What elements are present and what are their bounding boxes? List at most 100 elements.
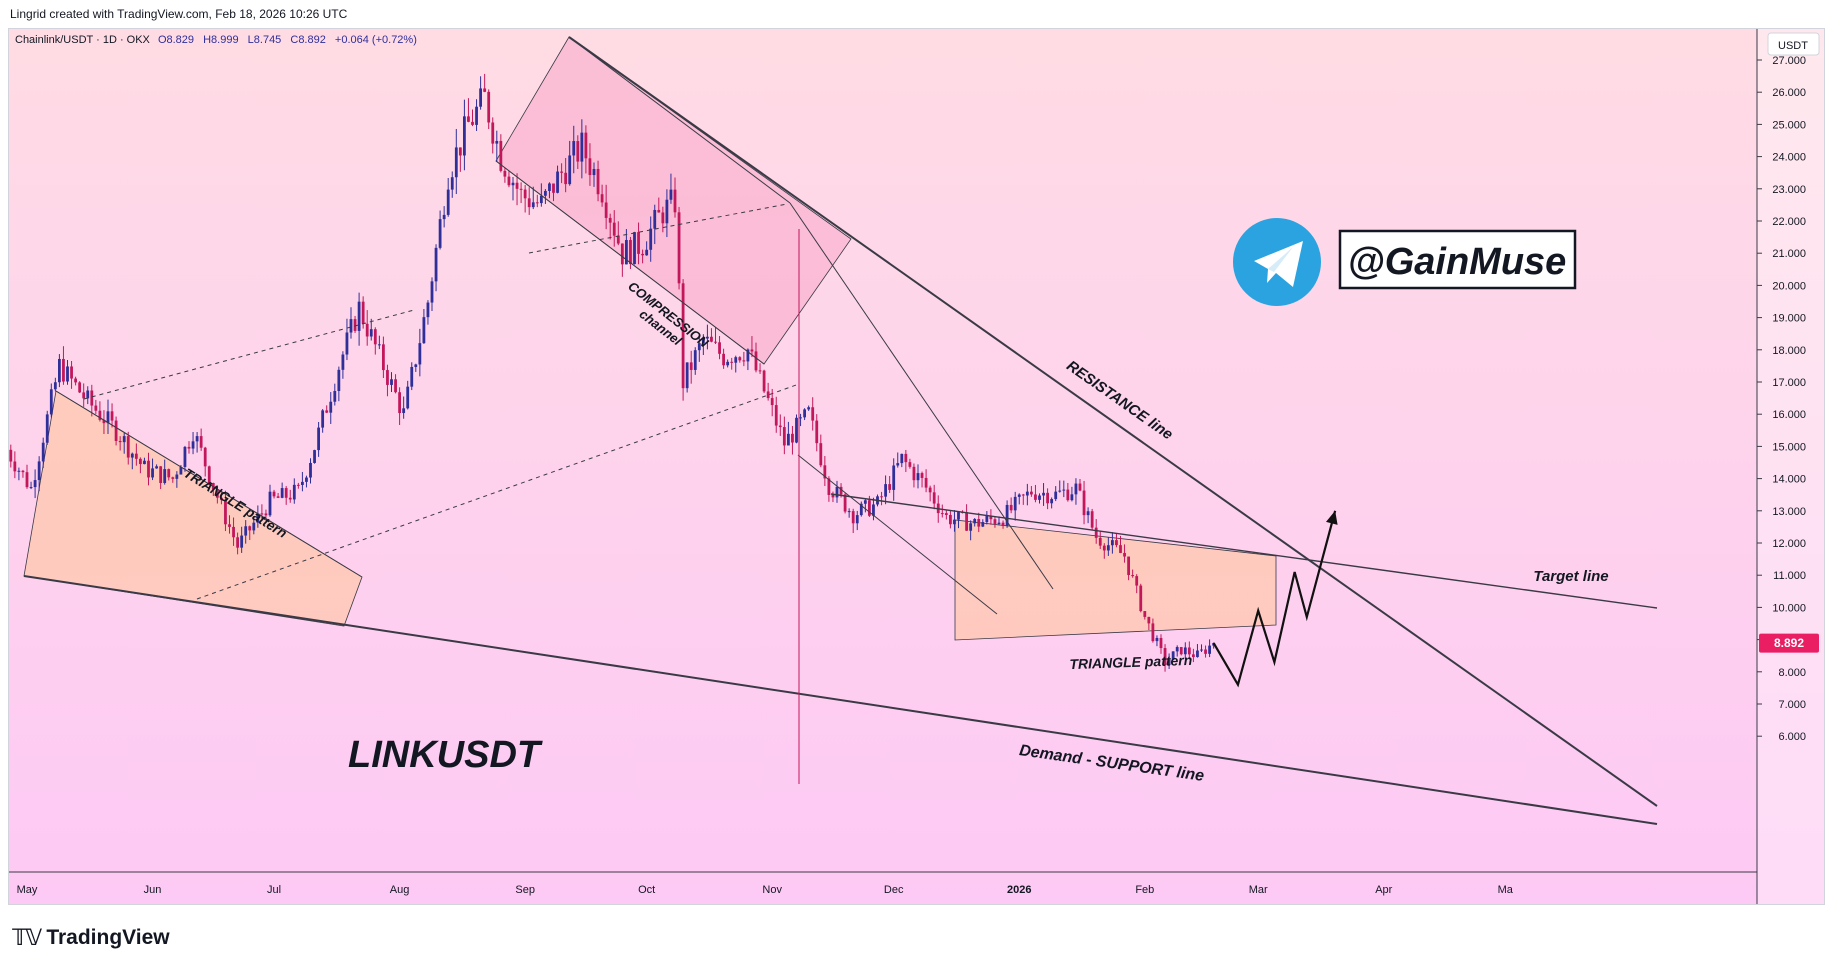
candle-body: [90, 390, 94, 406]
candle-body: [612, 222, 616, 236]
candle-body: [1001, 522, 1005, 527]
projection-path[interactable]: [1212, 510, 1337, 688]
candle-body: [9, 449, 13, 462]
candle-body: [430, 281, 434, 303]
tradingview-logo[interactable]: 𝕋𝕍 TradingView: [12, 925, 170, 951]
triangle-right-label[interactable]: TRIANGLE pattern: [1069, 652, 1192, 672]
candle-body: [179, 466, 183, 475]
candle-body: [114, 420, 118, 441]
support-line[interactable]: [23, 575, 1658, 825]
price-tick: 27.000: [1772, 55, 1806, 67]
time-tick: May: [17, 884, 38, 896]
price-tick: 6.000: [1778, 731, 1806, 743]
candle-body: [301, 481, 304, 485]
price-tick: 25.000: [1772, 119, 1806, 131]
candle-body: [981, 522, 985, 527]
telegram-icon[interactable]: [1233, 218, 1321, 306]
candle-body: [560, 171, 563, 173]
candle-body: [799, 417, 802, 419]
candle-body: [847, 511, 851, 513]
candle-body: [722, 353, 725, 366]
candle-body: [669, 189, 673, 200]
candle-body: [738, 357, 742, 361]
candle-body: [402, 408, 406, 414]
dashed-parallel-mid[interactable]: [528, 203, 788, 254]
candle-body: [548, 183, 551, 191]
candle-body: [1179, 647, 1183, 655]
candle-body: [167, 469, 171, 478]
dashed-parallel-lower[interactable]: [196, 383, 800, 600]
target-label[interactable]: Target line: [1533, 568, 1608, 585]
candle-body: [1131, 575, 1135, 577]
candle-body: [710, 336, 713, 342]
candle-body: [361, 301, 365, 324]
candle-body: [940, 513, 944, 515]
candle-body: [248, 526, 252, 531]
tradingview-logo-icon: 𝕋𝕍: [12, 925, 42, 950]
triangle-left-upper-line[interactable]: [55, 390, 363, 578]
candle-body: [511, 182, 515, 186]
candle-body: [912, 466, 916, 481]
time-tick: Jun: [144, 884, 162, 896]
candle-body: [159, 466, 163, 484]
candle-body: [714, 341, 717, 343]
target-line[interactable]: [830, 493, 1658, 609]
candle-body: [754, 351, 758, 371]
time-tick: Nov: [762, 884, 782, 896]
candle-body: [410, 366, 414, 387]
candle-body: [746, 349, 750, 362]
currency-box[interactable]: [1767, 32, 1820, 56]
candle-body: [1021, 494, 1025, 496]
candle-body: [434, 247, 438, 282]
chart-canvas[interactable]: 6.0007.0008.0009.00010.00011.00012.00013…: [9, 29, 1825, 905]
time-tick: Oct: [638, 884, 655, 896]
candle-body: [171, 477, 175, 479]
candle-body: [479, 88, 482, 107]
candle-body: [953, 519, 956, 525]
candle-body: [1106, 545, 1110, 551]
candle-body: [1058, 490, 1062, 492]
candle-body: [592, 168, 596, 176]
compression-upper-line[interactable]: [568, 36, 791, 204]
candle-body: [191, 441, 195, 449]
compression-lower-line[interactable]: [495, 160, 765, 365]
handle-box[interactable]: [1338, 229, 1577, 290]
candle-body: [284, 488, 288, 498]
time-axis[interactable]: May Jun Jul Aug Sep Oct Nov Dec 2026 Feb Mar Apr Ma: [17, 884, 1514, 896]
triangle-zone-right[interactable]: [954, 519, 1277, 641]
candle-body: [1090, 511, 1094, 528]
candle-body: [523, 189, 527, 199]
candle-body: [1062, 489, 1066, 491]
candle-body: [515, 182, 519, 189]
candle-body: [1115, 540, 1118, 546]
candle-body: [750, 349, 754, 352]
candle-body: [475, 106, 478, 125]
candle-body: [730, 361, 734, 363]
price-tick: 14.000: [1772, 474, 1806, 486]
candle-body: [1155, 637, 1159, 642]
candle-body: [1208, 645, 1211, 654]
candle-body: [1042, 492, 1045, 496]
candle-body: [580, 132, 584, 162]
candle-body: [823, 465, 827, 479]
resistance-line[interactable]: [568, 36, 1658, 807]
candle-body: [1050, 499, 1054, 504]
candle-body: [53, 382, 57, 390]
candle-body: [596, 168, 600, 195]
candle-body: [442, 214, 446, 220]
candle-body: [236, 537, 239, 548]
candle-body: [661, 212, 665, 224]
dashed-parallel-upper[interactable]: [83, 309, 415, 400]
descending-channel-upper[interactable]: [789, 202, 1054, 590]
candle-body: [863, 500, 867, 504]
candle-body: [62, 358, 65, 382]
candle-body: [762, 370, 766, 392]
candle-body: [620, 243, 624, 265]
candle-body: [1159, 637, 1163, 649]
candle-body: [215, 489, 219, 498]
descending-channel-lower[interactable]: [797, 454, 998, 615]
symbol-legend[interactable]: Chainlink/USDT · 1D · OKX O8.829 H8.999 …: [15, 34, 417, 46]
chart-area[interactable]: 6.0007.0008.0009.00010.00011.00012.00013…: [8, 28, 1825, 905]
candle-body: [604, 202, 608, 218]
candle-body: [1094, 527, 1098, 538]
